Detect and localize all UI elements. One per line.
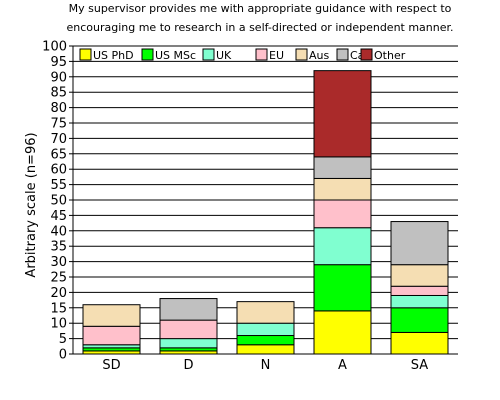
bar-segment: [313, 227, 372, 266]
y-tick-label: 40: [50, 224, 67, 239]
y-tick-label: 90: [50, 70, 67, 85]
bar-segment: [313, 199, 372, 229]
y-tick-label: 60: [50, 163, 67, 178]
bar-segment: [390, 264, 449, 287]
legend-swatch: [336, 48, 349, 61]
legend-swatch: [360, 48, 373, 61]
chart-title-line-2: encouraging me to research in a self-dir…: [66, 21, 454, 34]
legend-swatch: [141, 48, 154, 61]
y-tick-label: 45: [50, 209, 67, 224]
legend-swatch: [295, 48, 308, 61]
legend-label: UK: [216, 49, 232, 62]
bar-segment: [236, 335, 295, 346]
y-tick-label: 95: [50, 55, 67, 70]
x-tick-label: SD: [102, 358, 120, 373]
legend-label: Aus: [309, 49, 329, 62]
y-tick-label: 80: [50, 101, 67, 116]
legend-swatch: [79, 48, 92, 61]
bar-segment: [390, 294, 449, 309]
legend-label: US PhD: [93, 49, 134, 62]
bar-segment: [159, 298, 218, 321]
x-tick-label: A: [338, 358, 347, 373]
x-tick-label: N: [261, 358, 271, 373]
bars: [82, 70, 449, 355]
y-tick-label: 25: [50, 271, 67, 286]
y-tick-label: 35: [50, 240, 67, 255]
legend-swatch: [202, 48, 215, 61]
y-tick-label: 20: [50, 286, 67, 301]
bar-segment: [236, 301, 295, 324]
y-tick-label: 55: [50, 178, 67, 193]
bar-segment: [313, 156, 372, 179]
y-tick-label: 85: [50, 86, 67, 101]
legend: US PhD US MSc UK EU Aus Ca Other: [79, 48, 406, 62]
bar-segment: [82, 325, 141, 346]
bar-segment: [159, 338, 218, 349]
legend-label: EU: [269, 49, 284, 62]
axes: SD D N A SA 051015202530354045505560657075808…: [42, 40, 458, 373]
bar-segment: [313, 70, 372, 158]
y-tick-label: 75: [50, 117, 67, 132]
chart-title-line-1: My supervisor provides me with appropria…: [68, 2, 452, 15]
y-tick-label: 15: [50, 301, 67, 316]
x-tick-label: D: [183, 358, 193, 373]
y-tick-label: 30: [50, 255, 67, 270]
y-tick-label: 10: [50, 317, 67, 332]
bar-segment: [313, 264, 372, 312]
y-tick-label: 50: [50, 194, 67, 209]
bar-segment: [390, 331, 449, 355]
x-tick-label: SA: [411, 358, 428, 373]
legend-label: US MSc: [155, 49, 196, 62]
y-tick-label: 0: [59, 348, 67, 363]
bar-segment: [313, 310, 372, 355]
bar-segment: [313, 177, 372, 201]
y-axis-label: Arbitrary scale (n=96): [24, 132, 39, 277]
bar-segment: [390, 307, 449, 333]
legend-swatch: [255, 48, 268, 61]
bar-segment: [236, 322, 295, 337]
y-tick-label: 100: [42, 40, 67, 55]
y-tick-label: 70: [50, 132, 67, 147]
y-tick-label: 5: [59, 332, 67, 347]
legend-label: Other: [374, 49, 406, 62]
bar-segment: [236, 344, 295, 355]
bar-segment: [82, 304, 141, 327]
y-tick-label: 65: [50, 147, 67, 162]
bar-segment: [159, 319, 218, 340]
bar-segment: [390, 221, 449, 266]
bar-segment: [390, 285, 449, 296]
